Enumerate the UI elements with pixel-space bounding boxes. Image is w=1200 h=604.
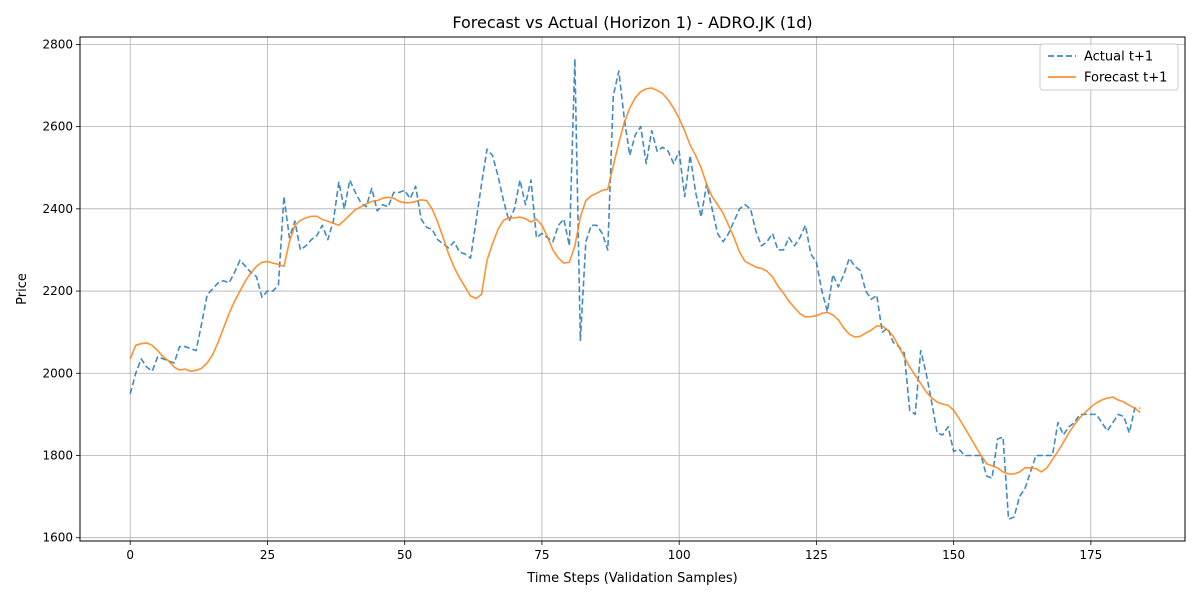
- y-axis-ticks: 1600 1800 2000 2200 2400 2600 2800: [42, 37, 80, 545]
- series-line-actual: [129, 57, 1141, 521]
- x-tick-label: 125: [805, 548, 828, 562]
- x-tick-label: 0: [126, 548, 134, 562]
- y-tick-label: 1600: [42, 531, 73, 545]
- series-layer: [129, 57, 1141, 521]
- x-axis-ticks: 0 25 50 75 100 125 150 175: [126, 541, 1102, 562]
- y-tick-label: 2200: [42, 284, 73, 298]
- x-tick-label: 100: [668, 548, 691, 562]
- y-tick-label: 2800: [42, 37, 73, 51]
- series-line-forecast: [129, 87, 1141, 475]
- legend-label-forecast: Forecast t+1: [1084, 71, 1167, 86]
- y-tick-label: 2000: [42, 366, 73, 380]
- x-tick-label: 25: [260, 548, 275, 562]
- legend-label-actual: Actual t+1: [1084, 50, 1153, 65]
- x-tick-label: 50: [397, 548, 412, 562]
- x-tick-label: 175: [1079, 548, 1102, 562]
- plot-area-frame: [79, 36, 1186, 542]
- legend: Actual t+1 Forecast t+1: [1039, 43, 1179, 91]
- y-tick-label: 1800: [42, 448, 73, 462]
- chart-title: Forecast vs Actual (Horizon 1) - ADRO.JK…: [452, 13, 812, 32]
- x-tick-label: 75: [534, 548, 549, 562]
- legend-box: [1039, 43, 1179, 91]
- y-tick-label: 2400: [42, 202, 73, 216]
- x-axis-label: Time Steps (Validation Samples): [526, 571, 737, 586]
- y-axis-label: Price: [15, 273, 30, 305]
- grid: [80, 37, 1185, 541]
- x-tick-label: 150: [942, 548, 965, 562]
- y-tick-label: 2600: [42, 120, 73, 134]
